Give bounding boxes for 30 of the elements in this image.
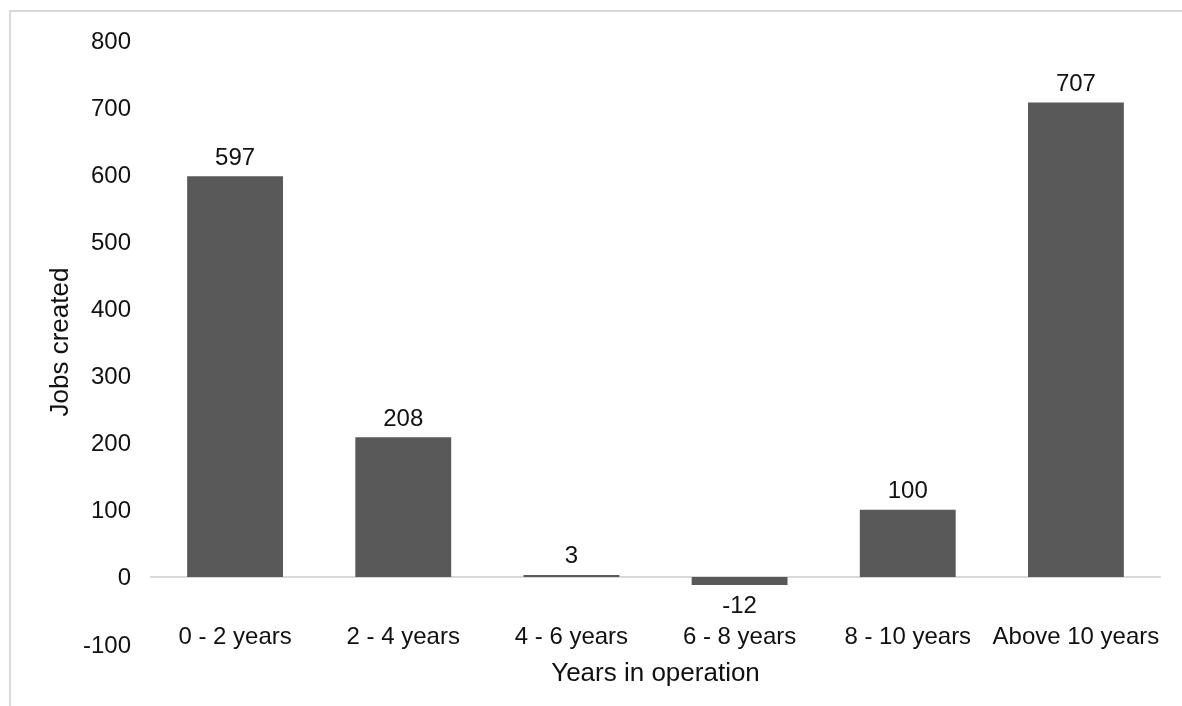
y-tick-label: 0 (117, 563, 131, 591)
y-tick-label: 500 (90, 227, 131, 255)
x-tick-label: 0 - 2 years (178, 621, 292, 649)
x-tick-label: 4 - 6 years (514, 621, 629, 649)
bar (187, 176, 284, 577)
x-tick-label: Above 10 years (992, 621, 1160, 649)
x-axis-title: Years in operation (551, 657, 760, 687)
data-label: 597 (215, 142, 256, 170)
bar (691, 576, 788, 585)
data-label: 707 (1055, 68, 1096, 96)
y-tick-label: 200 (90, 429, 131, 457)
y-tick-label: 100 (90, 496, 131, 524)
data-label: -12 (722, 591, 757, 619)
y-tick-label: 700 (90, 93, 131, 121)
x-tick-label: 6 - 8 years (682, 621, 797, 649)
data-label: 3 (564, 541, 579, 569)
bar (523, 574, 620, 577)
data-label: 100 (887, 476, 928, 504)
bar (1027, 102, 1124, 577)
bar (859, 509, 956, 577)
y-axis-title: Jobs created (44, 267, 75, 417)
y-tick-label: 600 (90, 160, 131, 188)
y-tick-label: 800 (90, 26, 131, 54)
x-tick-label: 2 - 4 years (346, 621, 460, 649)
y-tick-label: -100 (82, 630, 131, 658)
y-tick-label: 300 (90, 362, 131, 390)
bar (355, 437, 452, 577)
y-tick-label: 400 (90, 294, 131, 322)
x-tick-label: 8 - 10 years (844, 621, 972, 649)
data-label: 208 (383, 403, 424, 431)
